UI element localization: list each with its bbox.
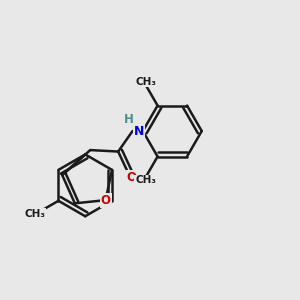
Text: H: H: [124, 113, 134, 126]
Text: N: N: [134, 124, 144, 137]
Text: CH₃: CH₃: [24, 209, 45, 219]
Text: O: O: [126, 171, 136, 184]
Text: O: O: [100, 194, 111, 207]
Text: CH₃: CH₃: [135, 176, 156, 185]
Text: CH₃: CH₃: [135, 76, 156, 87]
